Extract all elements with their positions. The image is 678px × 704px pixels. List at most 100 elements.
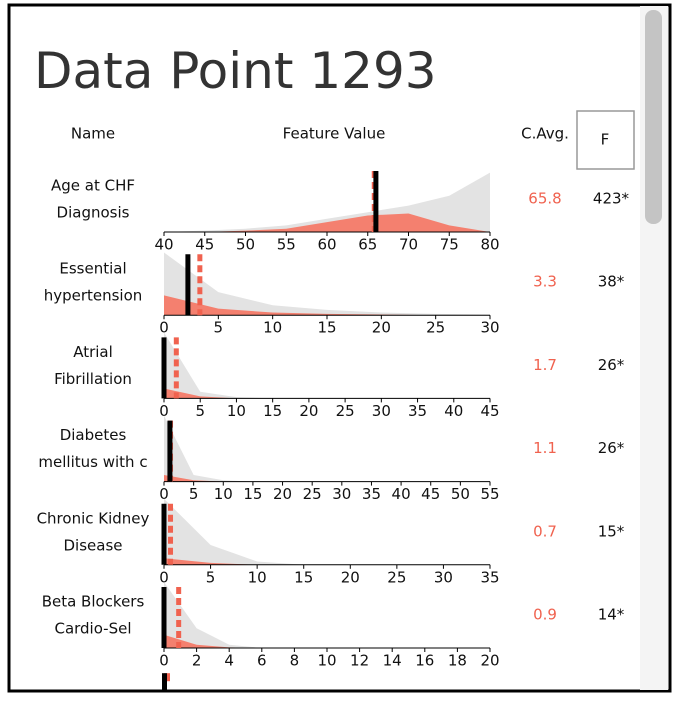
x-tick-label: 30 [434,568,453,586]
scrollbar-thumb[interactable] [645,10,662,224]
x-tick-label: 5 [206,568,216,586]
row-name: Cardio-Sel [54,620,131,638]
row-name: Fibrillation [54,370,132,388]
x-tick-label: 14 [383,652,402,670]
population-density [164,498,490,565]
c-avg: 0.3 [533,689,557,704]
population-density [164,582,490,648]
row-name: Beta Blockers [42,593,145,611]
x-tick-label: 40 [444,402,463,420]
value-marker [162,673,167,690]
x-tick-label: 15 [317,319,336,337]
x-tick-label: 30 [332,485,351,503]
x-tick-label: 50 [451,485,470,503]
row-name: Chronic Kidney [37,509,150,527]
content: Data Point 1293 Name Feature Value C.Avg… [34,42,635,704]
header-name: Name [71,125,115,143]
x-tick-label: 25 [426,319,445,337]
x-tick-label: 0 [159,319,169,337]
x-tick-label: 65 [358,236,377,254]
x-tick-label: 2 [192,652,202,670]
x-tick-label: 0 [159,402,169,420]
row-name: hypertension [44,287,143,305]
c-avg: 1.1 [533,439,557,457]
header-f-box[interactable] [576,110,635,170]
x-tick-label: 5 [195,402,205,420]
x-tick-label: 80 [480,236,499,254]
x-tick-label: 35 [408,402,427,420]
row-name: Disease [64,536,123,554]
frame [7,3,672,693]
x-tick-label: 10 [263,319,282,337]
x-tick-label: 16 [415,652,434,670]
x-tick-label: 70 [399,236,418,254]
cohort-density [164,475,490,482]
f-score: 38* [598,273,625,291]
c-avg: 0.7 [533,522,557,540]
title: Data Point 1293 [34,42,437,100]
c-avg: 65.8 [528,190,561,208]
x-tick-label: 25 [336,402,355,420]
f-score: 423* [593,190,630,208]
row-name: Diabetes [60,426,127,444]
x-tick-label: 12 [350,652,369,670]
x-tick-label: 35 [480,568,499,586]
header-feature-value: Feature Value [283,125,386,143]
x-tick-label: 60 [317,236,336,254]
f-score: 26* [598,439,625,457]
row-name: mellitus with c [38,453,147,471]
cohort-density [164,213,490,232]
x-tick-label: 30 [480,319,499,337]
x-tick-label: 6 [257,652,267,670]
population-density [164,252,490,316]
x-tick-label: 18 [448,652,467,670]
x-tick-label: 50 [236,236,255,254]
x-tick-label: 35 [362,485,381,503]
x-tick-label: 55 [277,236,296,254]
header-f[interactable]: F [601,131,610,149]
row-name: Age at CHF [51,177,135,195]
x-tick-label: 4 [224,652,234,670]
x-tick-label: 40 [154,236,173,254]
x-tick-label: 20 [273,485,292,503]
cohort-density [164,295,490,316]
x-tick-label: 10 [214,485,233,503]
c-avg: 0.9 [533,606,557,624]
x-tick-label: 75 [440,236,459,254]
x-tick-label: 0 [159,485,169,503]
population-density [164,332,490,399]
f-score: 14* [598,606,625,624]
x-tick-label: 20 [341,568,360,586]
f-score: 15* [598,522,625,540]
x-tick-label: 8 [290,652,300,670]
x-tick-label: 45 [480,402,499,420]
x-tick-label: 15 [263,402,282,420]
header-c-avg: C.Avg. [521,125,569,143]
x-tick-label: 10 [317,652,336,670]
x-tick-label: 45 [195,236,214,254]
row-name: Diagnosis [57,204,130,222]
row-name: Atrial [73,343,113,361]
row-name: Essential [59,260,126,278]
x-tick-label: 40 [392,485,411,503]
x-tick-label: 20 [480,652,499,670]
x-tick-label: 10 [248,568,267,586]
x-tick-label: 20 [372,319,391,337]
x-tick-label: 25 [303,485,322,503]
x-tick-label: 15 [294,568,313,586]
f-score: 26* [598,356,625,374]
cohort-density [164,388,490,399]
cohort-density [164,634,490,648]
row-name: Angiotensin II [42,690,144,704]
x-tick-label: 20 [299,402,318,420]
x-tick-label: 5 [189,485,199,503]
x-tick-label: 5 [214,319,224,337]
x-tick-label: 30 [372,402,391,420]
x-tick-label: 25 [387,568,406,586]
x-tick-label: 15 [243,485,262,503]
c-avg: 1.7 [533,356,557,374]
x-tick-label: 10 [227,402,246,420]
x-tick-label: 45 [421,485,440,503]
c-avg: 3.3 [533,273,557,291]
